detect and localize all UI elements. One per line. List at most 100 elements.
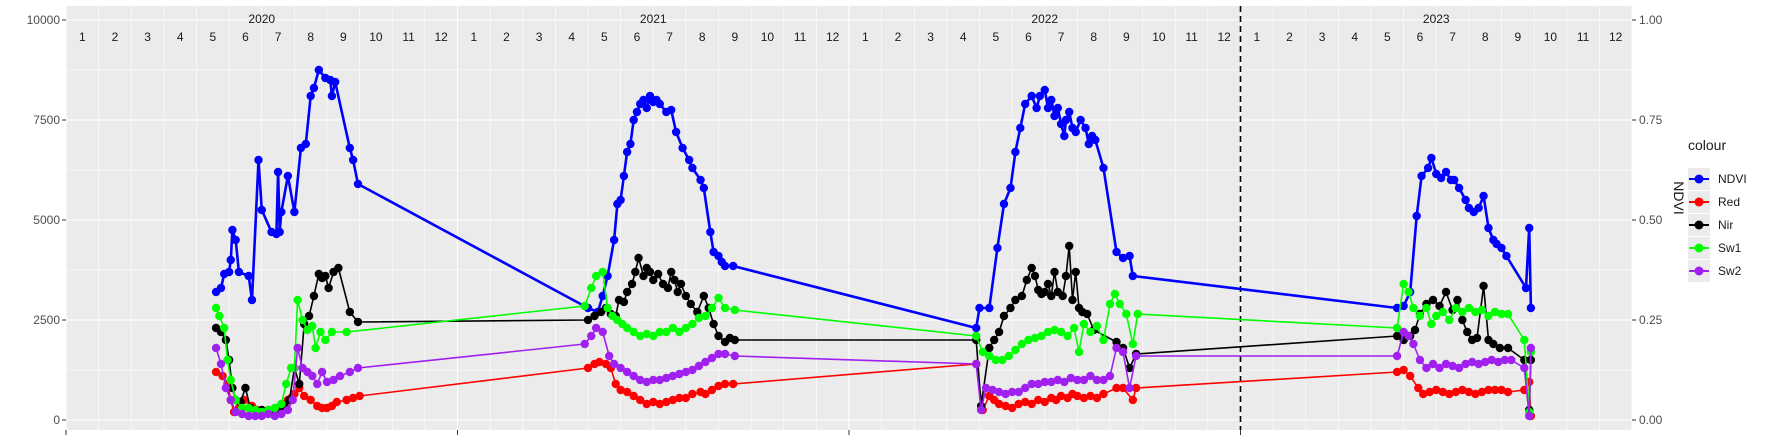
data-point [270,403,279,413]
data-point [1477,305,1487,315]
month-label: 4 [1351,30,1358,44]
data-point [1471,389,1480,399]
data-point [348,393,358,403]
data-point [616,363,625,373]
data-point [313,379,322,389]
legend-key-point [1694,220,1704,230]
month-label: 8 [699,30,706,44]
data-point [988,385,997,395]
data-point [675,327,684,337]
data-point [314,65,324,75]
data-point [1027,91,1036,101]
data-point [580,339,589,349]
data-point [282,379,291,389]
data-point [1020,99,1030,109]
data-point [662,327,671,337]
data-point [241,383,250,393]
data-point [353,179,363,189]
data-point [649,397,658,407]
month-label: 2 [895,30,902,44]
month-label: 3 [536,30,543,44]
data-point [1047,377,1056,387]
data-point [1020,383,1030,393]
legend-key-point [1694,266,1704,276]
data-point [655,399,664,409]
data-point [1007,403,1017,413]
data-point [675,369,684,379]
month-label: 1 [862,30,869,44]
series-layer [211,65,1536,421]
data-point [330,77,340,87]
month-label: 1 [1253,30,1260,44]
month-label: 10 [1152,30,1166,44]
data-point [1392,331,1402,341]
data-point [671,127,681,137]
data-point [730,305,740,315]
data-point [1024,335,1033,345]
data-point [1060,131,1069,141]
data-point [1428,359,1438,369]
data-point [298,315,307,325]
data-point [1128,271,1138,281]
data-point [1432,311,1441,321]
data-point [1497,309,1506,319]
data-point [632,107,642,117]
data-point [668,371,678,381]
data-point [1006,303,1015,313]
data-point [1001,401,1010,411]
data-point [730,335,740,345]
data-point [231,407,240,417]
legend-key-point [1694,174,1704,184]
data-point [1047,95,1056,105]
data-point [1461,195,1470,205]
data-point [714,349,723,359]
data-point [322,377,332,387]
data-point [1409,303,1418,313]
data-point [1507,355,1516,365]
data-point [1061,271,1071,281]
data-point [1474,203,1483,213]
data-point [666,105,676,115]
month-label: 9 [340,30,347,44]
data-point [211,367,221,377]
data-point [616,385,625,395]
data-point [295,379,304,389]
data-point [699,183,709,193]
data-point [655,375,664,385]
data-point [583,315,593,325]
data-point [1071,127,1080,137]
data-point [985,303,994,313]
data-point [1011,147,1020,157]
data-point [226,395,235,405]
data-point [639,95,648,105]
data-point [1458,385,1467,395]
data-point [1073,375,1082,385]
data-point [985,343,994,353]
data-point [976,405,986,415]
month-label: 10 [761,30,775,44]
legend: colour NDVI Red Nir Sw1 Sw2 [1688,137,1747,282]
data-point [694,361,704,371]
legend-label-sw1: Sw1 [1718,241,1742,255]
data-point [223,355,232,365]
data-point [706,227,715,237]
data-point [1034,395,1043,405]
data-point [254,155,263,165]
data-point [1445,389,1454,399]
data-point [1414,383,1423,393]
data-point [1438,387,1447,397]
data-point [676,279,686,289]
data-point [720,379,730,389]
data-point [694,313,704,323]
data-point [247,295,257,305]
data-point [1110,289,1120,299]
data-point [321,271,330,281]
data-point [237,409,247,419]
data-point [591,323,601,333]
data-point [1525,411,1534,421]
series-ndvi [211,65,1536,333]
month-label: 8 [1482,30,1489,44]
y-tick-label: 10000 [27,13,61,27]
data-point [1050,111,1059,121]
data-point [642,377,651,387]
